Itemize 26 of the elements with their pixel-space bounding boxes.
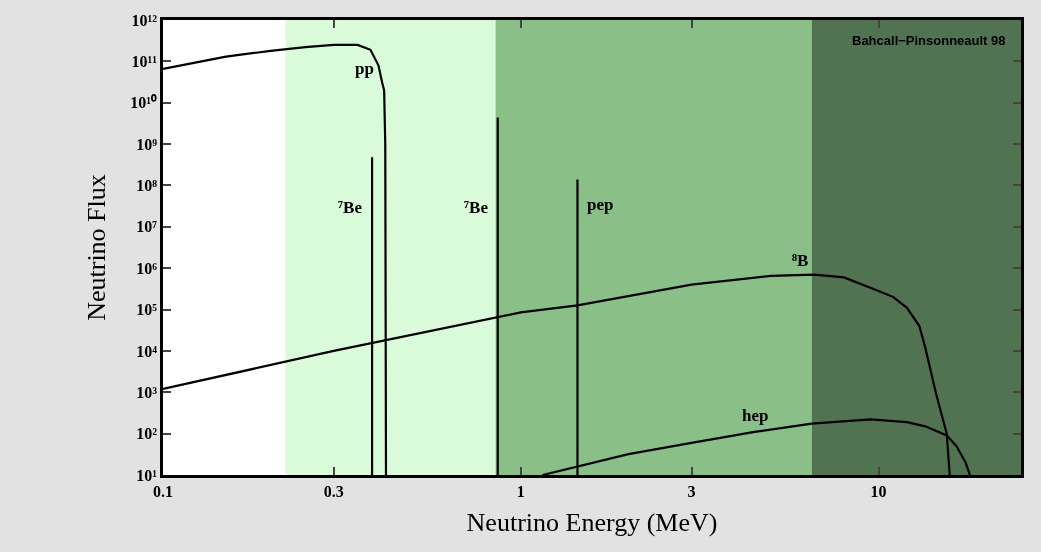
y-tick-label: 10¹⁰ (130, 94, 158, 112)
y-tick-label: 10³ (136, 383, 158, 401)
y-tick-label: 10⁸ (136, 177, 158, 195)
x-tick-label: 0.3 (323, 482, 344, 500)
y-tick-label: 10¹ (136, 466, 158, 484)
x-tick-label: 0.1 (153, 482, 173, 500)
x-tick-label: 1 (516, 482, 525, 500)
annotation: ⁸B (792, 251, 809, 270)
annotation: ⁷Be (464, 198, 489, 217)
y-tick-label: 10⁵ (136, 301, 158, 319)
y-tick-label: 10¹¹ (131, 52, 158, 70)
annotation: pp (355, 59, 374, 78)
x-tick-label: 3 (687, 482, 696, 500)
annotation: pep (587, 195, 614, 214)
x-axis-title: Neutrino Energy (MeV) (466, 507, 718, 537)
y-tick-label: 10⁶ (136, 259, 158, 277)
y-tick-label: 10⁷ (136, 218, 158, 236)
y-axis-title: Neutrino Flux (81, 174, 111, 321)
y-tick-label: 10⁹ (136, 135, 158, 153)
annotation: hep (742, 406, 769, 425)
annotation: Bahcall−Pinsonneault 98 (852, 33, 1006, 48)
y-tick-label: 10⁴ (136, 342, 158, 360)
annotation: ⁷Be (338, 198, 363, 217)
y-tick-label: 10² (136, 425, 158, 443)
y-tick-label: 10¹² (131, 11, 158, 29)
x-tick-label: 10 (870, 482, 887, 500)
